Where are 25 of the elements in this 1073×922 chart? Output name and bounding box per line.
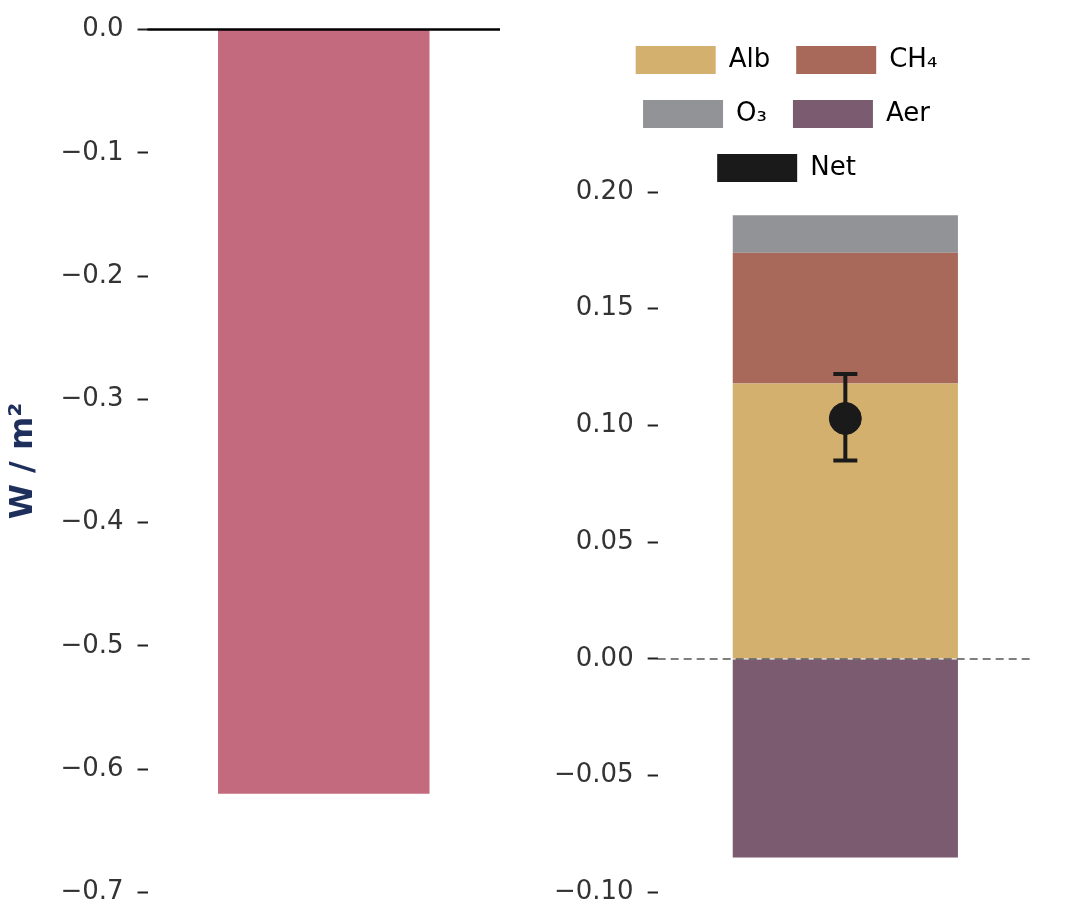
y-tick-label: 0.00 <box>575 641 634 672</box>
legend-label: CH₄ <box>889 42 938 73</box>
y-tick-label: 0.10 <box>575 408 634 439</box>
y-tick-label: −0.05 <box>553 758 634 789</box>
y-tick-label: −0.1 <box>60 135 124 166</box>
y-tick-label: 0.05 <box>575 524 634 555</box>
y-tick-label: 0.15 <box>575 291 634 322</box>
legend-label: Alb <box>728 42 771 73</box>
bar <box>732 215 958 253</box>
y-tick-label: 0.20 <box>575 174 634 205</box>
y-tick-label: −0.4 <box>60 505 124 536</box>
y-tick-label: 0.0 <box>82 12 124 43</box>
y-tick-label: −0.3 <box>60 382 124 413</box>
y-tick-label: −0.6 <box>60 751 124 782</box>
legend-label: Aer <box>885 96 931 127</box>
y-axis-title: W / m² <box>1 402 40 520</box>
legend-label: O₃ <box>736 96 767 127</box>
y-tick-label: −0.5 <box>60 628 124 659</box>
bar <box>732 252 958 384</box>
bar <box>732 659 958 858</box>
bar <box>732 383 958 659</box>
y-tick-label: −0.2 <box>60 258 124 289</box>
legend-label: Net <box>810 150 856 181</box>
y-tick-label: −0.10 <box>553 875 634 906</box>
y-tick-label: −0.7 <box>60 875 124 906</box>
